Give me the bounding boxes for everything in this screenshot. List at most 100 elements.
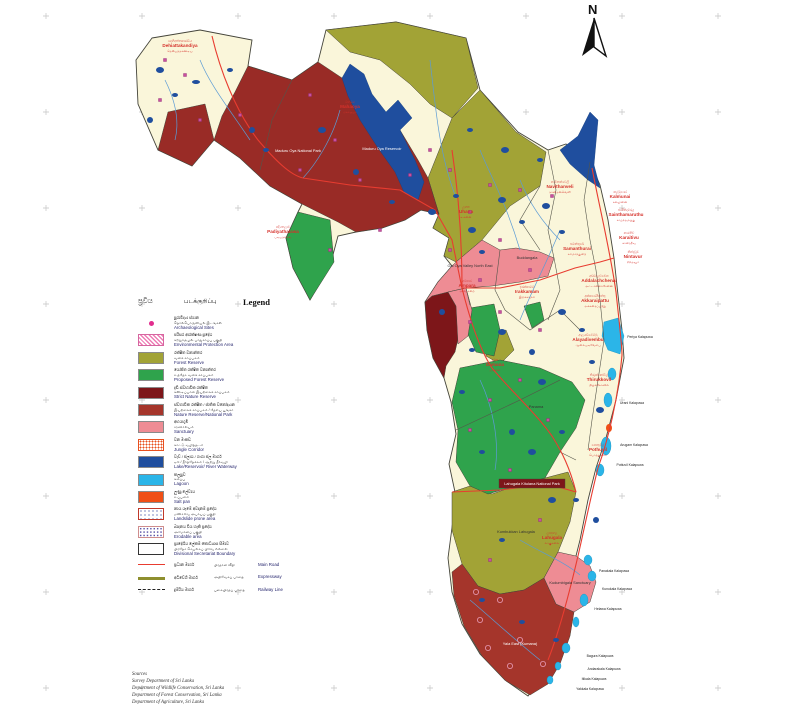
legend-entry-forest-reserve: රක්ෂිත වනාන්තර வனக் காப்பகம் Forest Reserv… bbox=[130, 350, 315, 368]
svg-text:මහඔය: මහඔය bbox=[345, 100, 355, 104]
feature-label: Yala East (Kumana) bbox=[503, 641, 538, 646]
legend-swatch-lagoon bbox=[138, 473, 164, 486]
tank bbox=[509, 429, 515, 435]
legend-label-divisional-secretariat-boundary-en: Divisional Secretariat Boundary bbox=[174, 550, 236, 556]
legend-swatch-divisional-secretariat-boundary bbox=[138, 543, 164, 556]
legend-label-sanctuary-si: අභයභූමි bbox=[174, 419, 189, 425]
feature-label: Itikala Kalapuwa bbox=[582, 677, 607, 681]
legend-label-sanctuary-ta: சரணாலயம் bbox=[174, 425, 194, 430]
map-labels: දෙහිඅත්තකණ්ඩියDehiattakandiyaதெகியத்தகண்… bbox=[162, 39, 652, 691]
legend-entry-sanctuary: අභයභූමි சரணாலயம் Sanctuary bbox=[130, 419, 315, 437]
svg-text:தமனை: தமனை bbox=[490, 368, 501, 372]
legend-swatch-erodable-area bbox=[138, 525, 164, 538]
archaeological-site-marker bbox=[468, 428, 472, 432]
kumana-site-markers bbox=[472, 589, 547, 670]
archaeological-site-marker bbox=[550, 194, 554, 198]
legend-entry-landslide-prone-area: නාය යෑමේ අවදානම් ප්‍රදේශ மண்சரிவு அபாயப் … bbox=[130, 506, 315, 524]
svg-text:Nintavur: Nintavur bbox=[624, 254, 643, 259]
tank bbox=[469, 348, 475, 352]
legend-label-salt-pan-en: Salt pan bbox=[174, 498, 191, 504]
svg-text:நாவிதன்வெளி: நாவிதன்வெளி bbox=[549, 190, 571, 194]
tank bbox=[439, 309, 445, 315]
feature-label: Kudumbigala Sanctuary bbox=[549, 580, 590, 585]
legend-swatch-forest-reserve bbox=[138, 351, 164, 364]
legend-swatch-landslide-prone-area bbox=[138, 508, 164, 521]
legend-entry-salt-pan: ලුණු ලේවාය உப்பளம் Salt pan bbox=[130, 489, 315, 507]
svg-text:ඉරක්කාමම්: ඉරක්කාමම් bbox=[520, 285, 535, 289]
site-circle-marker bbox=[472, 589, 479, 596]
svg-text:ஆலையடிவேம்பு: ஆலையடிவேம்பு bbox=[575, 343, 600, 347]
legend-header: ප්‍රවිය படக்குறிப்பு Legend bbox=[130, 296, 315, 312]
svg-text:கல்முனை: கல்முனை bbox=[613, 200, 627, 204]
tank bbox=[573, 498, 579, 502]
legend-label-archaeological-sites-si: පුරාවිද්‍යා ස්ථාන bbox=[174, 315, 199, 320]
feature-label: Kumbukkan Lahugala bbox=[497, 529, 535, 534]
svg-text:Samanthurai: Samanthurai bbox=[563, 246, 591, 251]
archaeological-site-marker bbox=[333, 138, 337, 142]
svg-text:නාවිතන්වෙලි: නාවිතන්වෙලි bbox=[551, 180, 570, 184]
legend-label-landslide-prone-area-si: නාය යෑමේ අවදානම් ප්‍රදේශ bbox=[174, 506, 217, 512]
legend-label-proposed-forest-reserve-si: යෝජිත රක්ෂිත වනාන්තර bbox=[174, 367, 216, 373]
feature-label: Urani Kalapuwa bbox=[620, 401, 644, 405]
legend-entry-environmental-protection-area: පරිසර ආරක්ෂණ ප්‍රදේශ சுற்றுச்சூழல் பாதுகா… bbox=[130, 332, 315, 350]
svg-text:நிந்தவூர்: நிந்தவூர் bbox=[627, 260, 639, 264]
site-circle-marker bbox=[484, 645, 491, 652]
svg-text:ලාහුගල: ලාහුගල bbox=[547, 531, 558, 535]
svg-text:දෙහිඅත්තකණ්ඩිය: දෙහිඅත්තකණ්ඩිය bbox=[168, 39, 193, 43]
svg-text:Ampara: Ampara bbox=[458, 283, 476, 288]
svg-text:Dehiattakandiya: Dehiattakandiya bbox=[162, 43, 198, 48]
archaeological-site-marker bbox=[448, 248, 452, 252]
legend-label-jungle-corridor-ta: காட்டு வழித்தடம் bbox=[174, 442, 204, 447]
legend-swatch-strict-nature-reserve bbox=[138, 386, 164, 399]
legend-entries: පුරාවිද්‍යා ස්ථාන தொல்பொருளியல் இடங்கள் Ar… bbox=[130, 315, 315, 559]
tank bbox=[479, 450, 485, 454]
feature-label: Panama bbox=[529, 404, 544, 409]
tank bbox=[542, 203, 550, 209]
archaeological-site-marker bbox=[198, 118, 202, 122]
forest-reserve-north bbox=[325, 21, 479, 119]
svg-text:Kalmunai: Kalmunai bbox=[610, 194, 631, 199]
np-label-box bbox=[498, 478, 566, 489]
svg-text:சாய்ந்தமருது: சாய்ந்தமருது bbox=[617, 218, 636, 222]
north-arrow-icon bbox=[582, 17, 608, 58]
archaeological-site-marker bbox=[358, 178, 362, 182]
svg-text:லாகுகலை: லாகுகலை bbox=[545, 541, 560, 546]
legend-entry-lagoon: කලපුව களப்பு Lagoon bbox=[130, 472, 315, 490]
legend-label-lagoon-en: Lagoon bbox=[174, 481, 189, 487]
tank bbox=[192, 80, 200, 84]
sources-heading: Sources bbox=[132, 672, 148, 677]
site-circle-marker bbox=[506, 663, 513, 670]
svg-text:පදියතලාව: පදියතලාව bbox=[276, 225, 291, 229]
archaeological-site-marker bbox=[478, 278, 482, 282]
feature-label: Lahugala Kitulana National Park bbox=[504, 481, 560, 486]
legend-label-proposed-forest-reserve-en: Proposed Forest Reserve bbox=[174, 376, 225, 382]
legend-label-main-road-si: ප්‍රධාන මාර්ග bbox=[174, 562, 195, 568]
archaeological-site-markers bbox=[158, 58, 554, 562]
legend-swatch-proposed-forest-reserve bbox=[138, 369, 164, 382]
legend-entry-proposed-forest-reserve: යෝජිත රක්ෂිත වනාන්තර உத்தேச வனக் காப்பகம்… bbox=[130, 367, 315, 385]
legend-swatch-main-road bbox=[138, 564, 165, 566]
feature-label: Periya Kalapuwa bbox=[627, 335, 653, 339]
svg-text:சம்மாந்துறை: சம்மாந்துறை bbox=[568, 252, 587, 256]
legend-entry-erodable-area: ඛාදනය විය හැකි ප්‍රදේශ அரிமானப் பகுதி Erod… bbox=[130, 524, 315, 542]
svg-text:කල්මුණේ: කල්මුණේ bbox=[613, 190, 626, 194]
legend-entry-divisional-secretariat-boundary: ප්‍රාදේශීය ලේකම් කොට්ඨාස සීමාව பிரதேச செய… bbox=[130, 541, 315, 559]
legend-label-environmental-protection-area-si: පරිසර ආරක්ෂණ ප්‍රදේශ bbox=[174, 332, 213, 338]
svg-text:පොතුවිල්: පොතුවිල් bbox=[592, 443, 605, 447]
archaeological-site-marker bbox=[183, 73, 187, 77]
legend-swatch-environmental-protection-area bbox=[138, 334, 164, 347]
svg-text:பொத்துவில்: பொத்துவில் bbox=[589, 453, 607, 457]
archaeological-site-marker bbox=[328, 248, 332, 252]
streams bbox=[164, 59, 581, 661]
legend-label-strict-nature-reserve-ta: கண்டிப்பான இயற்கைக் காப்பகம் bbox=[174, 390, 230, 395]
legend-label-environmental-protection-area-ta: சுற்றுச்சூழல் பாதுகாப்பு பகுதி bbox=[174, 338, 223, 343]
feature-label: Helawa Kalapuwa bbox=[594, 607, 621, 611]
svg-text:உகனை: உகனை bbox=[460, 215, 471, 219]
legend-label-expressway-si: අධිවේගී මාර්ග bbox=[174, 574, 198, 580]
site-circle-marker bbox=[476, 617, 483, 624]
legend-swatch-jungle-corridor bbox=[138, 438, 164, 451]
